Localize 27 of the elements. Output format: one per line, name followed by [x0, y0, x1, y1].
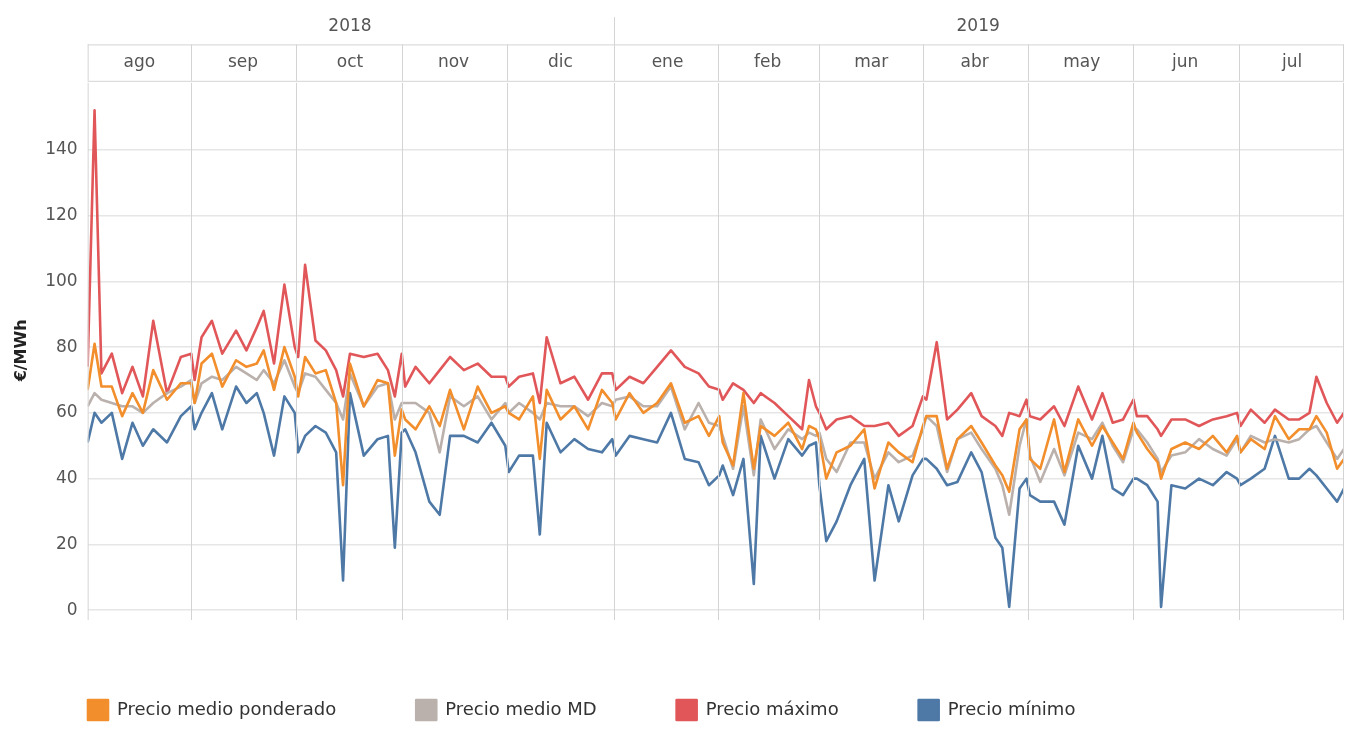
y-tick-label: 120: [45, 204, 78, 225]
x-tick-label: mar: [854, 51, 889, 72]
x2-tick-label: 2018: [328, 14, 372, 35]
y-tick-label: 20: [56, 532, 78, 553]
legend-label: Precio medio ponderado: [117, 697, 337, 719]
x-tick-label: ago: [123, 51, 156, 72]
legend-label: Precio medio MD: [445, 697, 597, 719]
y-axis-title: €/MWh: [10, 319, 30, 383]
x-tick-label: ene: [651, 51, 684, 72]
x2-tick-label: 2019: [956, 14, 1000, 35]
x-tick-label: may: [1063, 51, 1101, 72]
x-tick-label: dic: [548, 51, 573, 72]
y-tick-label: 100: [45, 269, 78, 290]
y-tick-label: 60: [56, 401, 78, 422]
y-tick-label: 40: [56, 467, 78, 488]
x-tick-label: oct: [336, 51, 364, 72]
legend-label: Precio máximo: [705, 697, 839, 719]
x-tick-label: feb: [753, 51, 782, 72]
x-tick-label: sep: [227, 51, 259, 72]
x-tick-label: nov: [437, 51, 470, 72]
x-tick-label: abr: [960, 51, 989, 72]
y-tick-label: 80: [56, 335, 78, 356]
y-tick-label: 140: [45, 138, 78, 159]
legend-label: Precio mínimo: [947, 697, 1076, 719]
y-tick-label: 0: [66, 598, 78, 619]
x-tick-label: jun: [1171, 51, 1199, 72]
x-tick-label: jul: [1281, 51, 1303, 72]
